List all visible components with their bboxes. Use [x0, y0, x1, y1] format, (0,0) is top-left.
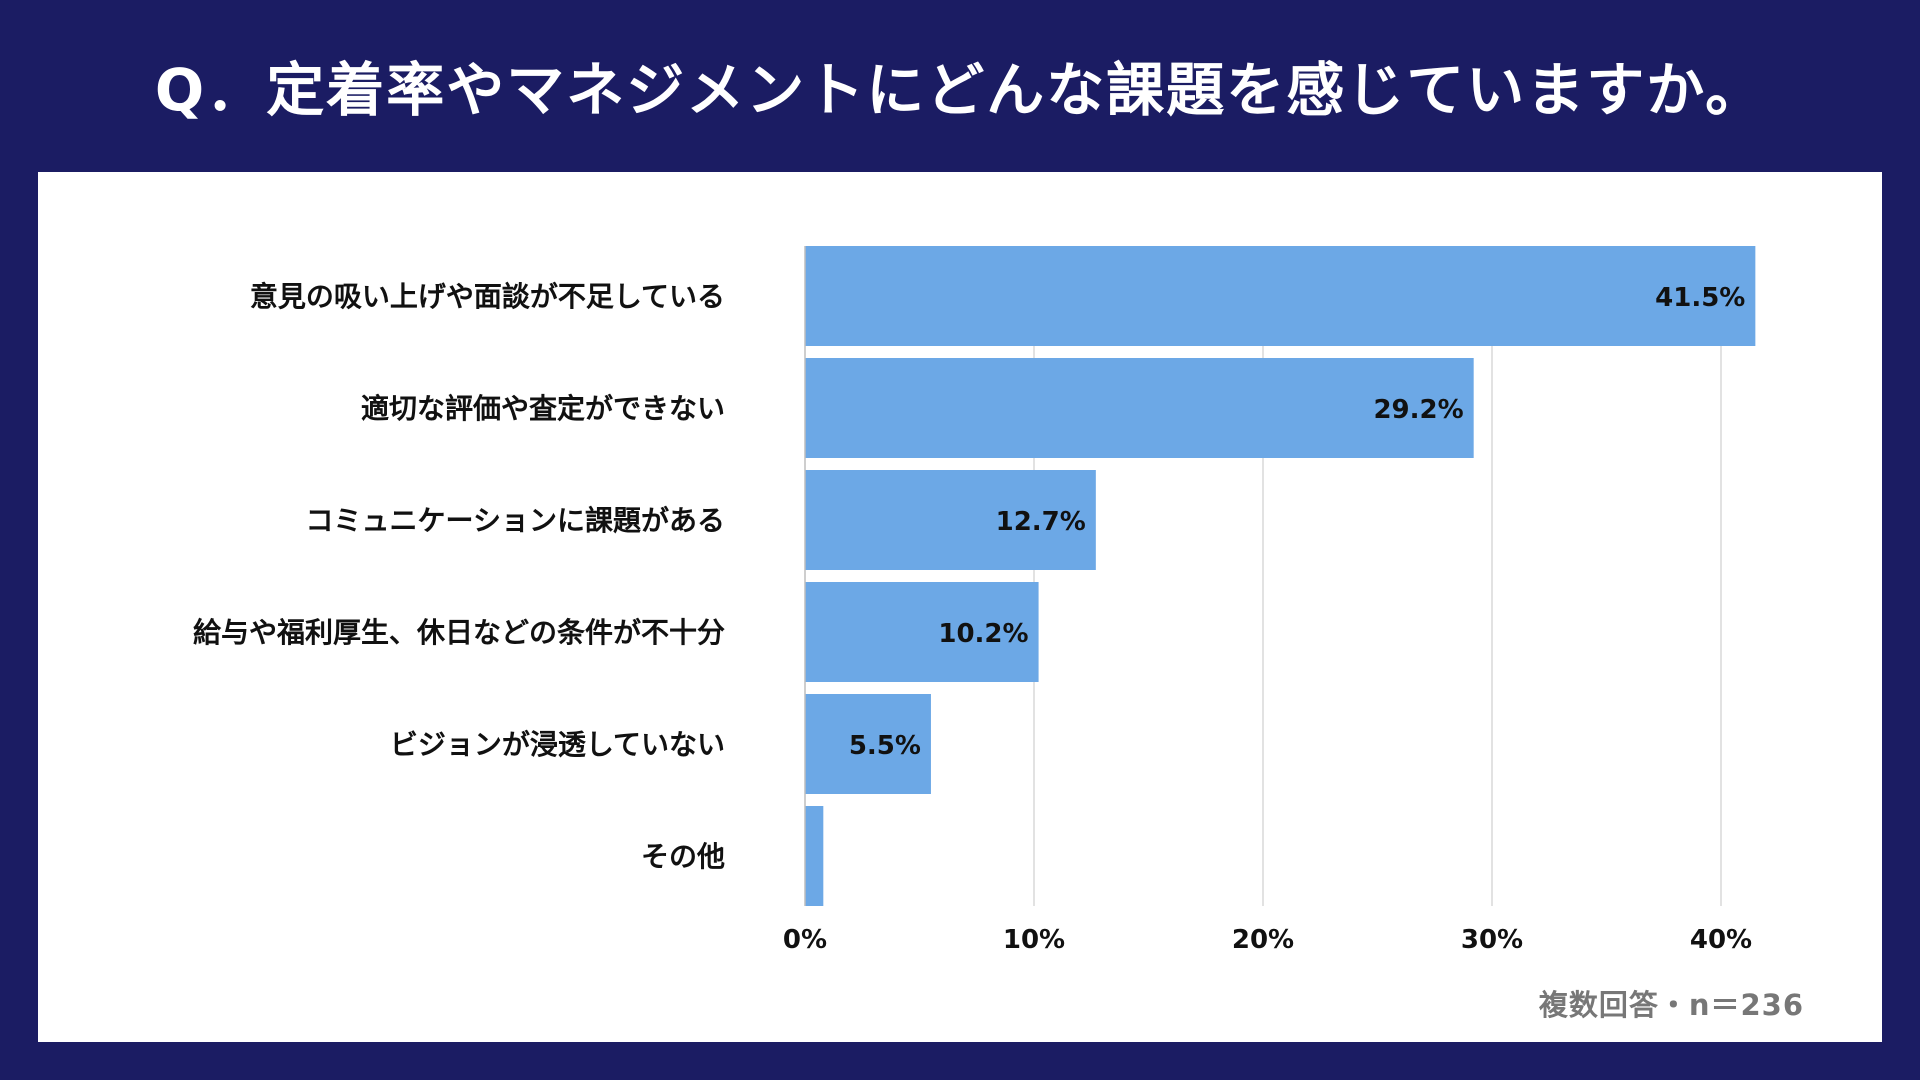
x-tick-label: 10%: [1003, 925, 1065, 952]
x-tick-label: 30%: [1461, 925, 1523, 952]
category-label: 適切な評価や査定ができない: [361, 392, 725, 425]
bar: [805, 582, 1039, 682]
bar: [805, 694, 931, 794]
chart-panel: 0% 10% 20% 30% 40% 意見の吸い上げや面談が不足している 41.5% 適切な評…: [38, 172, 1882, 1042]
x-tick-label: 20%: [1232, 925, 1294, 952]
category-label: その他: [641, 840, 725, 873]
category-label: ビジョンが浸透していない: [390, 728, 725, 761]
value-label: 10.2%: [938, 619, 1028, 649]
category-label: 意見の吸い上げや面談が不足している: [250, 280, 725, 313]
x-tick-label: 0%: [783, 925, 827, 952]
chart-title: Q．定着率やマネジメントにどんな課題を感じていますか。: [154, 56, 1766, 124]
bar-chart: 0% 10% 20% 30% 40% 意見の吸い上げや面談が不足している 41.5% 適切な評…: [193, 246, 1756, 952]
bar: [805, 806, 824, 906]
value-label: 12.7%: [996, 507, 1086, 537]
value-label: 5.5%: [849, 731, 921, 761]
bar: [805, 246, 1756, 346]
sample-note: 複数回答・n＝236: [1538, 988, 1804, 1022]
x-tick-label: 40%: [1690, 925, 1752, 952]
value-label: 41.5%: [1655, 283, 1745, 313]
bar: [805, 470, 1096, 570]
category-label: コミュニケーションに課題がある: [306, 504, 725, 537]
value-label: 29.2%: [1373, 395, 1463, 425]
bar: [805, 358, 1474, 458]
category-label: 給与や福利厚生、休日などの条件が不十分: [193, 616, 725, 649]
